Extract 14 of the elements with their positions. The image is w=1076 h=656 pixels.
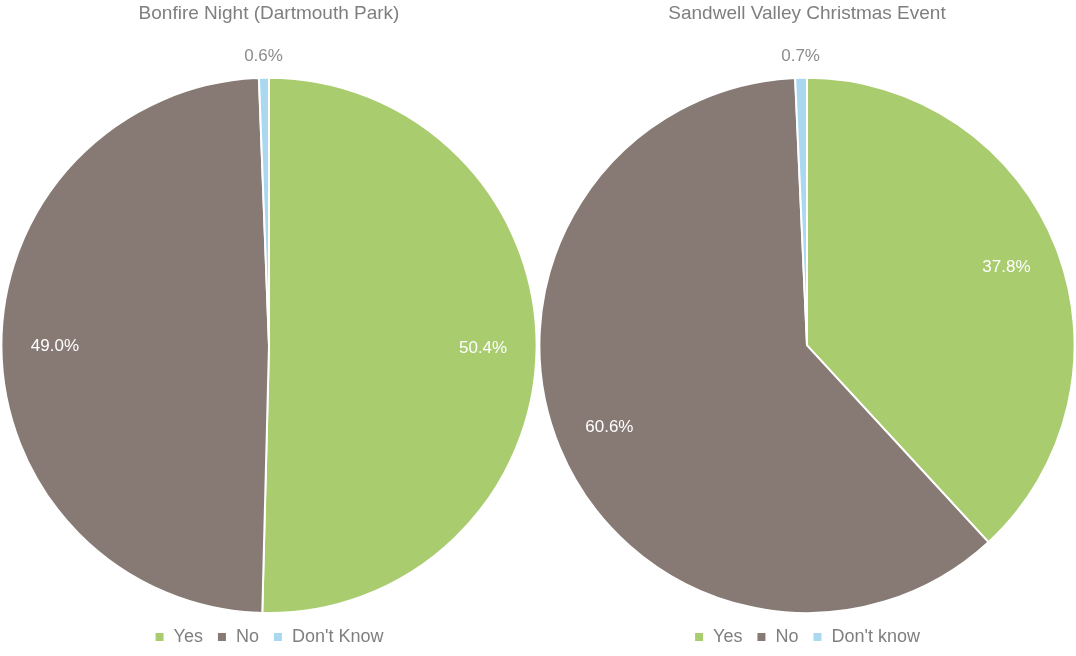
- chart-title: Sandwell Valley Christmas Event: [668, 1, 947, 23]
- legend-label: No: [775, 625, 799, 646]
- data-label: 49.0%: [30, 336, 80, 356]
- data-label: 60.6%: [585, 417, 634, 437]
- legend-label: Yes: [173, 625, 203, 646]
- data-label: 0.6%: [244, 45, 283, 65]
- legend-label: Yes: [713, 625, 743, 646]
- chart-title: Bonfire Night (Dartmouth Park): [138, 1, 400, 23]
- legend-label: Don't Know: [291, 625, 385, 646]
- data-label: 50.4%: [458, 337, 508, 357]
- legend-label: No: [235, 625, 259, 646]
- legend-label: Don't know: [831, 625, 921, 646]
- data-label: 0.7%: [781, 45, 820, 65]
- data-label: 37.8%: [982, 257, 1031, 277]
